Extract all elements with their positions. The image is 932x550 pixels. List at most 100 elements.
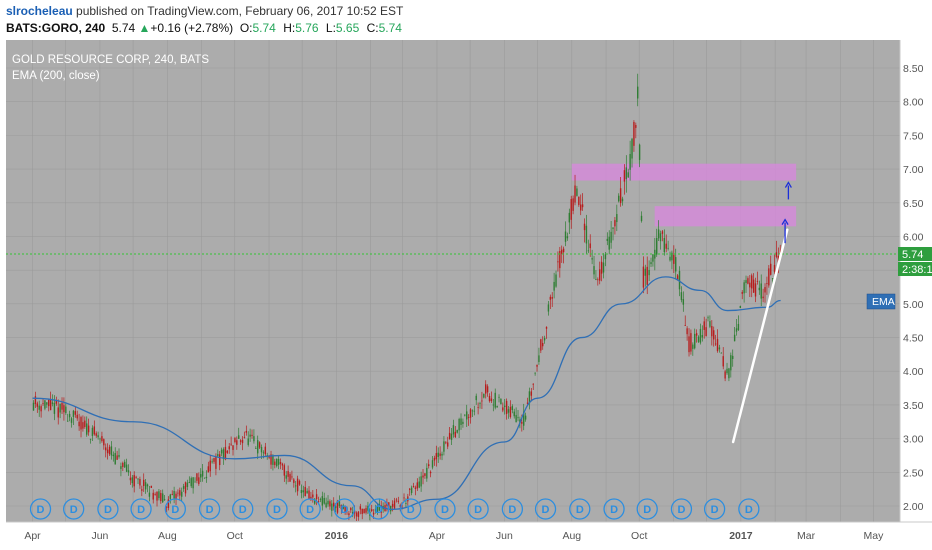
dividend-marker-icon[interactable]: D bbox=[232, 498, 254, 520]
dividend-marker-icon[interactable]: D bbox=[266, 498, 288, 520]
candle-body bbox=[418, 481, 420, 488]
candle-body bbox=[675, 257, 677, 272]
dividend-marker-icon[interactable]: D bbox=[198, 498, 221, 520]
dividend-marker-icon[interactable]: D bbox=[400, 498, 422, 520]
resistance-zone[interactable] bbox=[654, 206, 797, 227]
dividend-marker-icon[interactable]: D bbox=[670, 498, 693, 520]
low-label: L: bbox=[325, 21, 336, 35]
y-tick-label: 7.00 bbox=[903, 164, 924, 176]
dividend-marker-icon[interactable]: D bbox=[434, 498, 456, 520]
dividend-marker-icon[interactable]: D bbox=[569, 498, 591, 520]
candle-body bbox=[771, 278, 774, 279]
candle-body bbox=[378, 503, 381, 511]
candle-body bbox=[673, 254, 675, 264]
resistance-zone[interactable] bbox=[571, 163, 797, 181]
candle-body bbox=[152, 492, 154, 500]
candle-body bbox=[144, 482, 147, 490]
candle-body bbox=[293, 479, 295, 483]
price-axis[interactable] bbox=[900, 40, 932, 522]
y-tick-label: 8.50 bbox=[903, 63, 924, 75]
candle-body bbox=[274, 461, 276, 466]
candle-body bbox=[720, 352, 723, 354]
candle-body bbox=[483, 393, 485, 398]
dividend-marker-icon[interactable]: D bbox=[636, 498, 658, 520]
dividend-marker-icon[interactable]: D bbox=[164, 498, 186, 520]
candle-body bbox=[631, 138, 633, 159]
candle-body bbox=[488, 395, 491, 402]
svg-text:D: D bbox=[474, 504, 482, 516]
candle-body bbox=[751, 275, 753, 289]
dividend-marker-icon[interactable]: D bbox=[603, 498, 625, 520]
candle-body bbox=[361, 508, 363, 514]
candle-body bbox=[44, 400, 46, 409]
candle-body bbox=[701, 335, 704, 338]
svg-text:D: D bbox=[610, 504, 618, 516]
candle-body bbox=[93, 426, 96, 435]
candle-body bbox=[724, 371, 726, 379]
candle-body bbox=[131, 477, 134, 484]
candle-body bbox=[40, 406, 42, 412]
candle-body bbox=[568, 212, 571, 223]
dividend-marker-icon[interactable]: D bbox=[333, 498, 356, 520]
candle-body bbox=[610, 231, 612, 243]
candle-body bbox=[515, 415, 517, 423]
candle-body bbox=[699, 328, 702, 343]
target-arrows bbox=[781, 181, 792, 244]
dividend-marker-icon[interactable]: D bbox=[299, 498, 321, 520]
candle-body bbox=[86, 423, 88, 435]
candle-body bbox=[450, 433, 453, 440]
candle-body bbox=[564, 231, 567, 242]
candle-body bbox=[391, 503, 394, 507]
candle-body bbox=[346, 507, 348, 511]
candle-body bbox=[452, 425, 455, 435]
candle-body bbox=[652, 254, 654, 262]
y-tick-label: 3.50 bbox=[903, 400, 924, 412]
plot-area[interactable] bbox=[6, 40, 900, 522]
candle-body bbox=[433, 457, 436, 461]
candle-body bbox=[376, 506, 379, 513]
dividend-marker-icon[interactable]: D bbox=[467, 498, 489, 520]
candle-body bbox=[733, 334, 736, 342]
candle-body bbox=[177, 492, 179, 494]
candle-body bbox=[460, 418, 462, 425]
y-tick-label: 6.00 bbox=[903, 231, 924, 243]
dividend-marker-icon[interactable]: D bbox=[97, 498, 119, 520]
dividend-marker-icon[interactable]: D bbox=[703, 498, 726, 520]
trendline[interactable] bbox=[731, 228, 789, 444]
candle-body bbox=[165, 506, 168, 508]
candle-body bbox=[287, 471, 289, 477]
candle-body bbox=[688, 336, 690, 353]
dividend-marker-icon[interactable]: D bbox=[368, 498, 390, 520]
candle-body bbox=[650, 262, 652, 265]
candle-body bbox=[87, 425, 90, 433]
candle-body bbox=[80, 417, 82, 430]
candle-body bbox=[435, 453, 438, 460]
candle-body bbox=[553, 281, 555, 291]
dividend-marker-icon[interactable]: D bbox=[534, 498, 557, 520]
y-axis-ticks: 2.002.503.003.504.004.505.005.506.006.50… bbox=[903, 63, 924, 513]
svg-text:D: D bbox=[171, 504, 179, 516]
candle-body bbox=[156, 491, 158, 501]
candle-body bbox=[498, 396, 500, 398]
candle-body bbox=[473, 410, 476, 412]
candle-body bbox=[97, 435, 99, 438]
dividend-marker-icon[interactable]: D bbox=[63, 498, 85, 520]
dividend-marker-icon[interactable]: D bbox=[738, 498, 760, 520]
dividend-marker-icon[interactable]: D bbox=[501, 498, 524, 520]
candle-body bbox=[528, 391, 531, 404]
author-link[interactable]: slrocheleau bbox=[6, 4, 73, 18]
high-label: H: bbox=[283, 21, 296, 35]
price-chart[interactable]: D D D D D D D D D D D D D D D D D D D D D D 2.00 2.50 3.00 3.50 4… bbox=[0, 40, 932, 550]
time-axis[interactable] bbox=[0, 522, 932, 550]
dividend-marker-icon[interactable]: D bbox=[130, 498, 152, 520]
candle-body bbox=[562, 248, 565, 253]
candle-body bbox=[371, 509, 373, 511]
candle-body bbox=[336, 500, 339, 513]
candle-body bbox=[669, 256, 671, 261]
candle-body bbox=[61, 402, 63, 410]
candle-body bbox=[426, 467, 428, 479]
dividend-marker-icon[interactable]: D bbox=[29, 498, 52, 520]
x-tick-label: Oct bbox=[631, 530, 647, 542]
candle-body bbox=[504, 405, 506, 407]
candle-body bbox=[576, 188, 578, 196]
